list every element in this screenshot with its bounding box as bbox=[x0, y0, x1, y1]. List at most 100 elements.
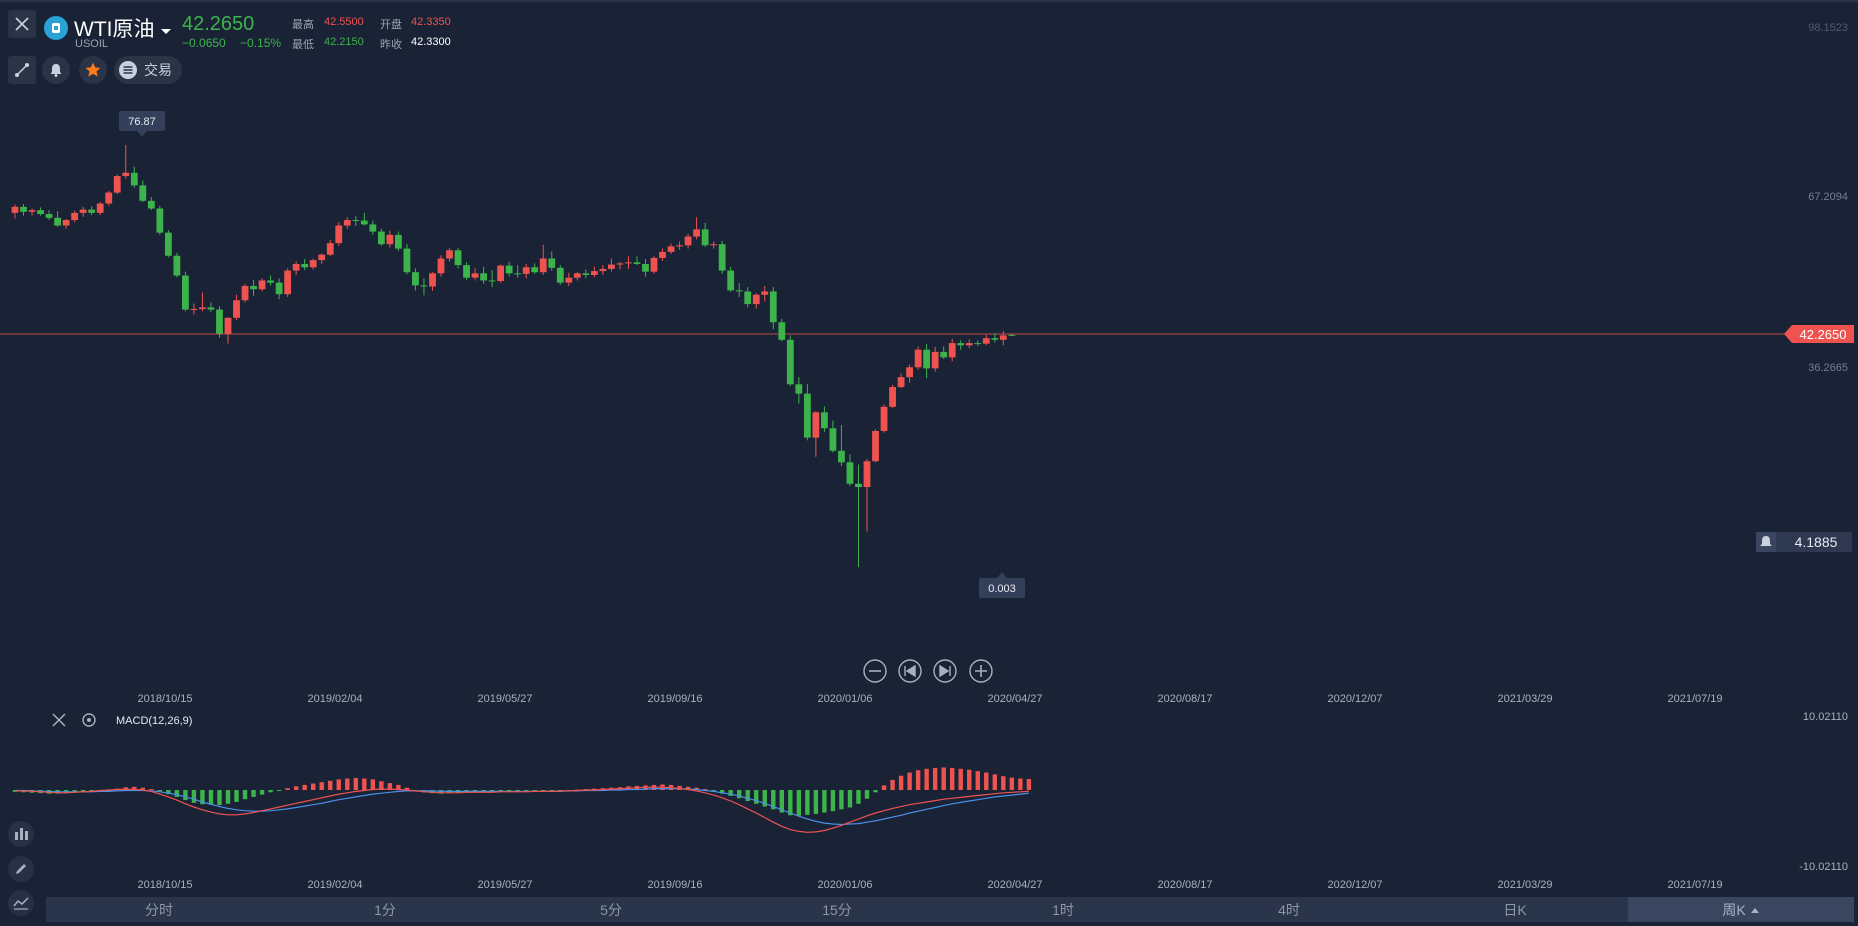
candle bbox=[906, 364, 913, 383]
candle bbox=[28, 208, 36, 216]
candle bbox=[769, 287, 777, 330]
macd-bar bbox=[677, 785, 682, 790]
macd-bar bbox=[788, 790, 793, 816]
candle bbox=[693, 217, 700, 240]
settings-icon bbox=[82, 713, 96, 727]
last-icon bbox=[939, 664, 951, 678]
low-label: 最低 bbox=[292, 39, 314, 51]
x-axis-labels: 2018/10/15 2019/02/04 2019/05/27 2019/09/16… bbox=[137, 693, 1722, 705]
macd-bar bbox=[336, 779, 341, 790]
candle bbox=[173, 252, 181, 278]
macd-x-axis-label: 2020/01/06 bbox=[817, 879, 872, 891]
macd-bar bbox=[345, 778, 350, 790]
x-axis-label: 2021/03/29 bbox=[1497, 693, 1552, 705]
x-axis-label: 2019/02/04 bbox=[307, 693, 362, 705]
prev-close-value: 42.3300 bbox=[411, 36, 451, 48]
low-value: 42.2150 bbox=[324, 36, 364, 48]
first-button[interactable] bbox=[898, 659, 922, 683]
macd-bar bbox=[225, 790, 231, 804]
candle bbox=[199, 292, 206, 312]
candle bbox=[71, 210, 79, 223]
tab-15min[interactable]: 15分 bbox=[822, 901, 852, 918]
favorite-button[interactable] bbox=[79, 56, 107, 84]
tab-4hour[interactable]: 4时 bbox=[1278, 901, 1300, 918]
candle bbox=[233, 294, 240, 321]
candle bbox=[633, 256, 641, 266]
max-price-label: 76.87 bbox=[128, 116, 156, 128]
draw-tool-icon bbox=[15, 63, 29, 77]
last-button[interactable] bbox=[933, 659, 957, 683]
macd-bar bbox=[694, 787, 699, 790]
close-button[interactable] bbox=[8, 10, 36, 38]
candle bbox=[786, 335, 794, 386]
macd-x-axis-label: 2020/12/07 bbox=[1327, 879, 1382, 891]
macd-settings-button[interactable] bbox=[82, 713, 96, 727]
pencil-tool-button[interactable] bbox=[8, 856, 34, 882]
indicator-tool-button[interactable] bbox=[8, 821, 34, 847]
macd-close-button[interactable] bbox=[52, 713, 66, 727]
candle bbox=[284, 268, 292, 297]
symbol-code: USOIL bbox=[75, 38, 109, 50]
candle bbox=[642, 259, 649, 277]
candle bbox=[735, 283, 743, 297]
tab-1hour[interactable]: 1时 bbox=[1052, 901, 1074, 918]
zoom-in-button[interactable] bbox=[969, 659, 993, 683]
x-axis-label: 2020/04/27 bbox=[987, 693, 1042, 705]
x-axis-label: 2020/12/07 bbox=[1327, 693, 1382, 705]
draw-tool-button[interactable] bbox=[8, 56, 36, 84]
tab-time-share[interactable]: 分时 bbox=[145, 901, 173, 918]
candle bbox=[309, 258, 317, 270]
candle bbox=[718, 240, 726, 274]
tab-weekly[interactable]: 周K bbox=[1628, 897, 1854, 922]
macd-bar bbox=[711, 790, 716, 792]
macd-bar bbox=[932, 767, 938, 790]
macd-title: MACD(12,26,9) bbox=[116, 715, 192, 727]
candle bbox=[625, 256, 632, 269]
candlestick-chart[interactable]: 76.87 0.003 98.1523 67.2094 36.2665 42.2… bbox=[0, 0, 1858, 720]
current-price-tag-label: 42.2650 bbox=[1800, 327, 1847, 342]
candle bbox=[505, 261, 513, 277]
candle bbox=[412, 268, 419, 291]
zoom-controls bbox=[863, 659, 993, 683]
candle bbox=[216, 306, 223, 338]
macd-bar bbox=[353, 778, 358, 790]
candle bbox=[207, 302, 215, 313]
candle bbox=[369, 220, 377, 235]
candle bbox=[829, 420, 837, 453]
macd-bar bbox=[370, 779, 376, 790]
dropdown-caret-icon bbox=[161, 29, 172, 34]
macd-chart[interactable]: MACD(12,26,9) 10.02110 -10.02110 2018/10… bbox=[0, 706, 1858, 906]
macd-bar bbox=[873, 790, 878, 793]
candle bbox=[360, 212, 368, 226]
last-price: 42.2650 bbox=[182, 13, 255, 35]
tab-daily[interactable]: 日K bbox=[1503, 901, 1527, 918]
candle bbox=[522, 263, 530, 279]
macd-bar bbox=[532, 790, 537, 791]
symbol-name[interactable]: WTI原油 bbox=[74, 13, 172, 43]
trade-button[interactable]: 交易 bbox=[114, 56, 182, 84]
candle bbox=[889, 384, 896, 408]
macd-bar bbox=[822, 790, 827, 813]
macd-bar bbox=[967, 769, 972, 790]
macd-bar bbox=[881, 785, 887, 790]
macd-x-axis-label: 2019/05/27 bbox=[477, 879, 532, 891]
alert-button[interactable] bbox=[42, 56, 70, 84]
chart-type-tool-button[interactable] bbox=[8, 890, 34, 916]
macd-bar bbox=[771, 790, 776, 810]
macd-bar bbox=[941, 767, 946, 790]
tab-5min[interactable]: 5分 bbox=[600, 901, 622, 918]
zoom-out-button[interactable] bbox=[863, 659, 887, 683]
x-axis-label: 2020/01/06 bbox=[817, 693, 872, 705]
dif-line bbox=[15, 786, 1029, 833]
price-alert-tag[interactable]: 4.1885 bbox=[1756, 532, 1852, 552]
macd-bar bbox=[242, 790, 248, 800]
open-value: 42.3350 bbox=[411, 16, 451, 28]
candle bbox=[20, 204, 27, 216]
tab-1min[interactable]: 1分 bbox=[374, 901, 396, 918]
candle bbox=[565, 272, 573, 286]
candle bbox=[897, 373, 905, 389]
candle bbox=[812, 411, 820, 457]
candle bbox=[880, 404, 888, 433]
candle bbox=[377, 228, 385, 246]
macd-x-axis-label: 2020/08/17 bbox=[1157, 879, 1212, 891]
